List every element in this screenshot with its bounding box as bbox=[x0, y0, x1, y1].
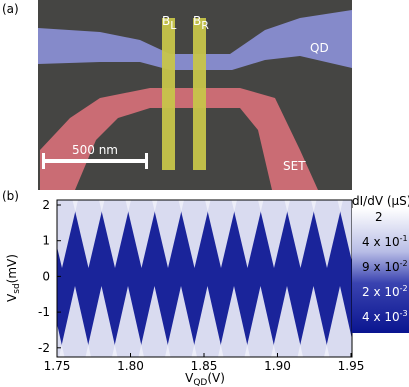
stability-region bbox=[218, 286, 250, 357]
stability-region bbox=[205, 200, 237, 268]
y-tick-label: 1 bbox=[42, 234, 50, 248]
stability-region bbox=[112, 286, 144, 357]
y-tick-label: -1 bbox=[38, 305, 50, 319]
stability-region bbox=[99, 200, 131, 268]
gate-label: BR bbox=[193, 14, 209, 32]
y-tick-label: 0 bbox=[42, 269, 50, 283]
colorbar-tick-label: 9 x 10-2 bbox=[362, 259, 408, 274]
stability-region bbox=[311, 200, 343, 268]
stability-region bbox=[125, 200, 158, 268]
stability-region bbox=[297, 286, 330, 357]
set-label: SET bbox=[283, 159, 306, 173]
colorbar bbox=[352, 208, 409, 333]
colorbar-tick-label: 4 x 10-3 bbox=[362, 309, 408, 324]
x-tick-label: 1.90 bbox=[264, 359, 291, 373]
stability-region bbox=[178, 200, 211, 268]
scale-bar-label: 500 nm bbox=[72, 143, 118, 157]
y-tick-label: -2 bbox=[38, 341, 50, 355]
sem-image bbox=[38, 0, 352, 190]
stability-region bbox=[231, 200, 264, 268]
panel-label: (a) bbox=[2, 2, 19, 16]
dot-label: QD bbox=[310, 41, 329, 55]
colorbar-tick-label: 4 x 10-1 bbox=[362, 234, 408, 249]
y-tick-label: 2 bbox=[42, 198, 50, 212]
x-tick-label: 1.80 bbox=[117, 359, 144, 373]
conductance-map bbox=[57, 200, 352, 357]
stability-region bbox=[191, 286, 224, 357]
stability-region bbox=[152, 200, 184, 268]
stability-region bbox=[271, 286, 303, 357]
stability-region bbox=[284, 200, 317, 268]
x-tick-label: 1.95 bbox=[338, 359, 365, 373]
panel-label: (b) bbox=[2, 189, 19, 203]
stability-region bbox=[244, 286, 277, 357]
stability-region bbox=[337, 200, 352, 262]
x-tick-label: 1.85 bbox=[191, 359, 218, 373]
stability-region bbox=[59, 286, 91, 357]
colorbar-title: dI/dV (µS) bbox=[352, 194, 409, 208]
stability-region bbox=[57, 200, 78, 268]
stability-region bbox=[258, 200, 290, 268]
stability-region bbox=[165, 286, 197, 357]
x-axis-label: VQD(V) bbox=[185, 371, 225, 387]
colorbar-tick-label: 2 x 10-2 bbox=[362, 284, 408, 299]
colorbar-tick-label: 2 bbox=[375, 210, 383, 224]
stability-region bbox=[72, 200, 105, 268]
y-axis-label: Vsd(mV) bbox=[5, 254, 22, 302]
x-tick-label: 1.75 bbox=[44, 359, 71, 373]
stability-region bbox=[324, 286, 352, 357]
gate-label: BL bbox=[162, 14, 177, 32]
stability-region bbox=[138, 286, 171, 357]
stability-region bbox=[85, 286, 118, 357]
